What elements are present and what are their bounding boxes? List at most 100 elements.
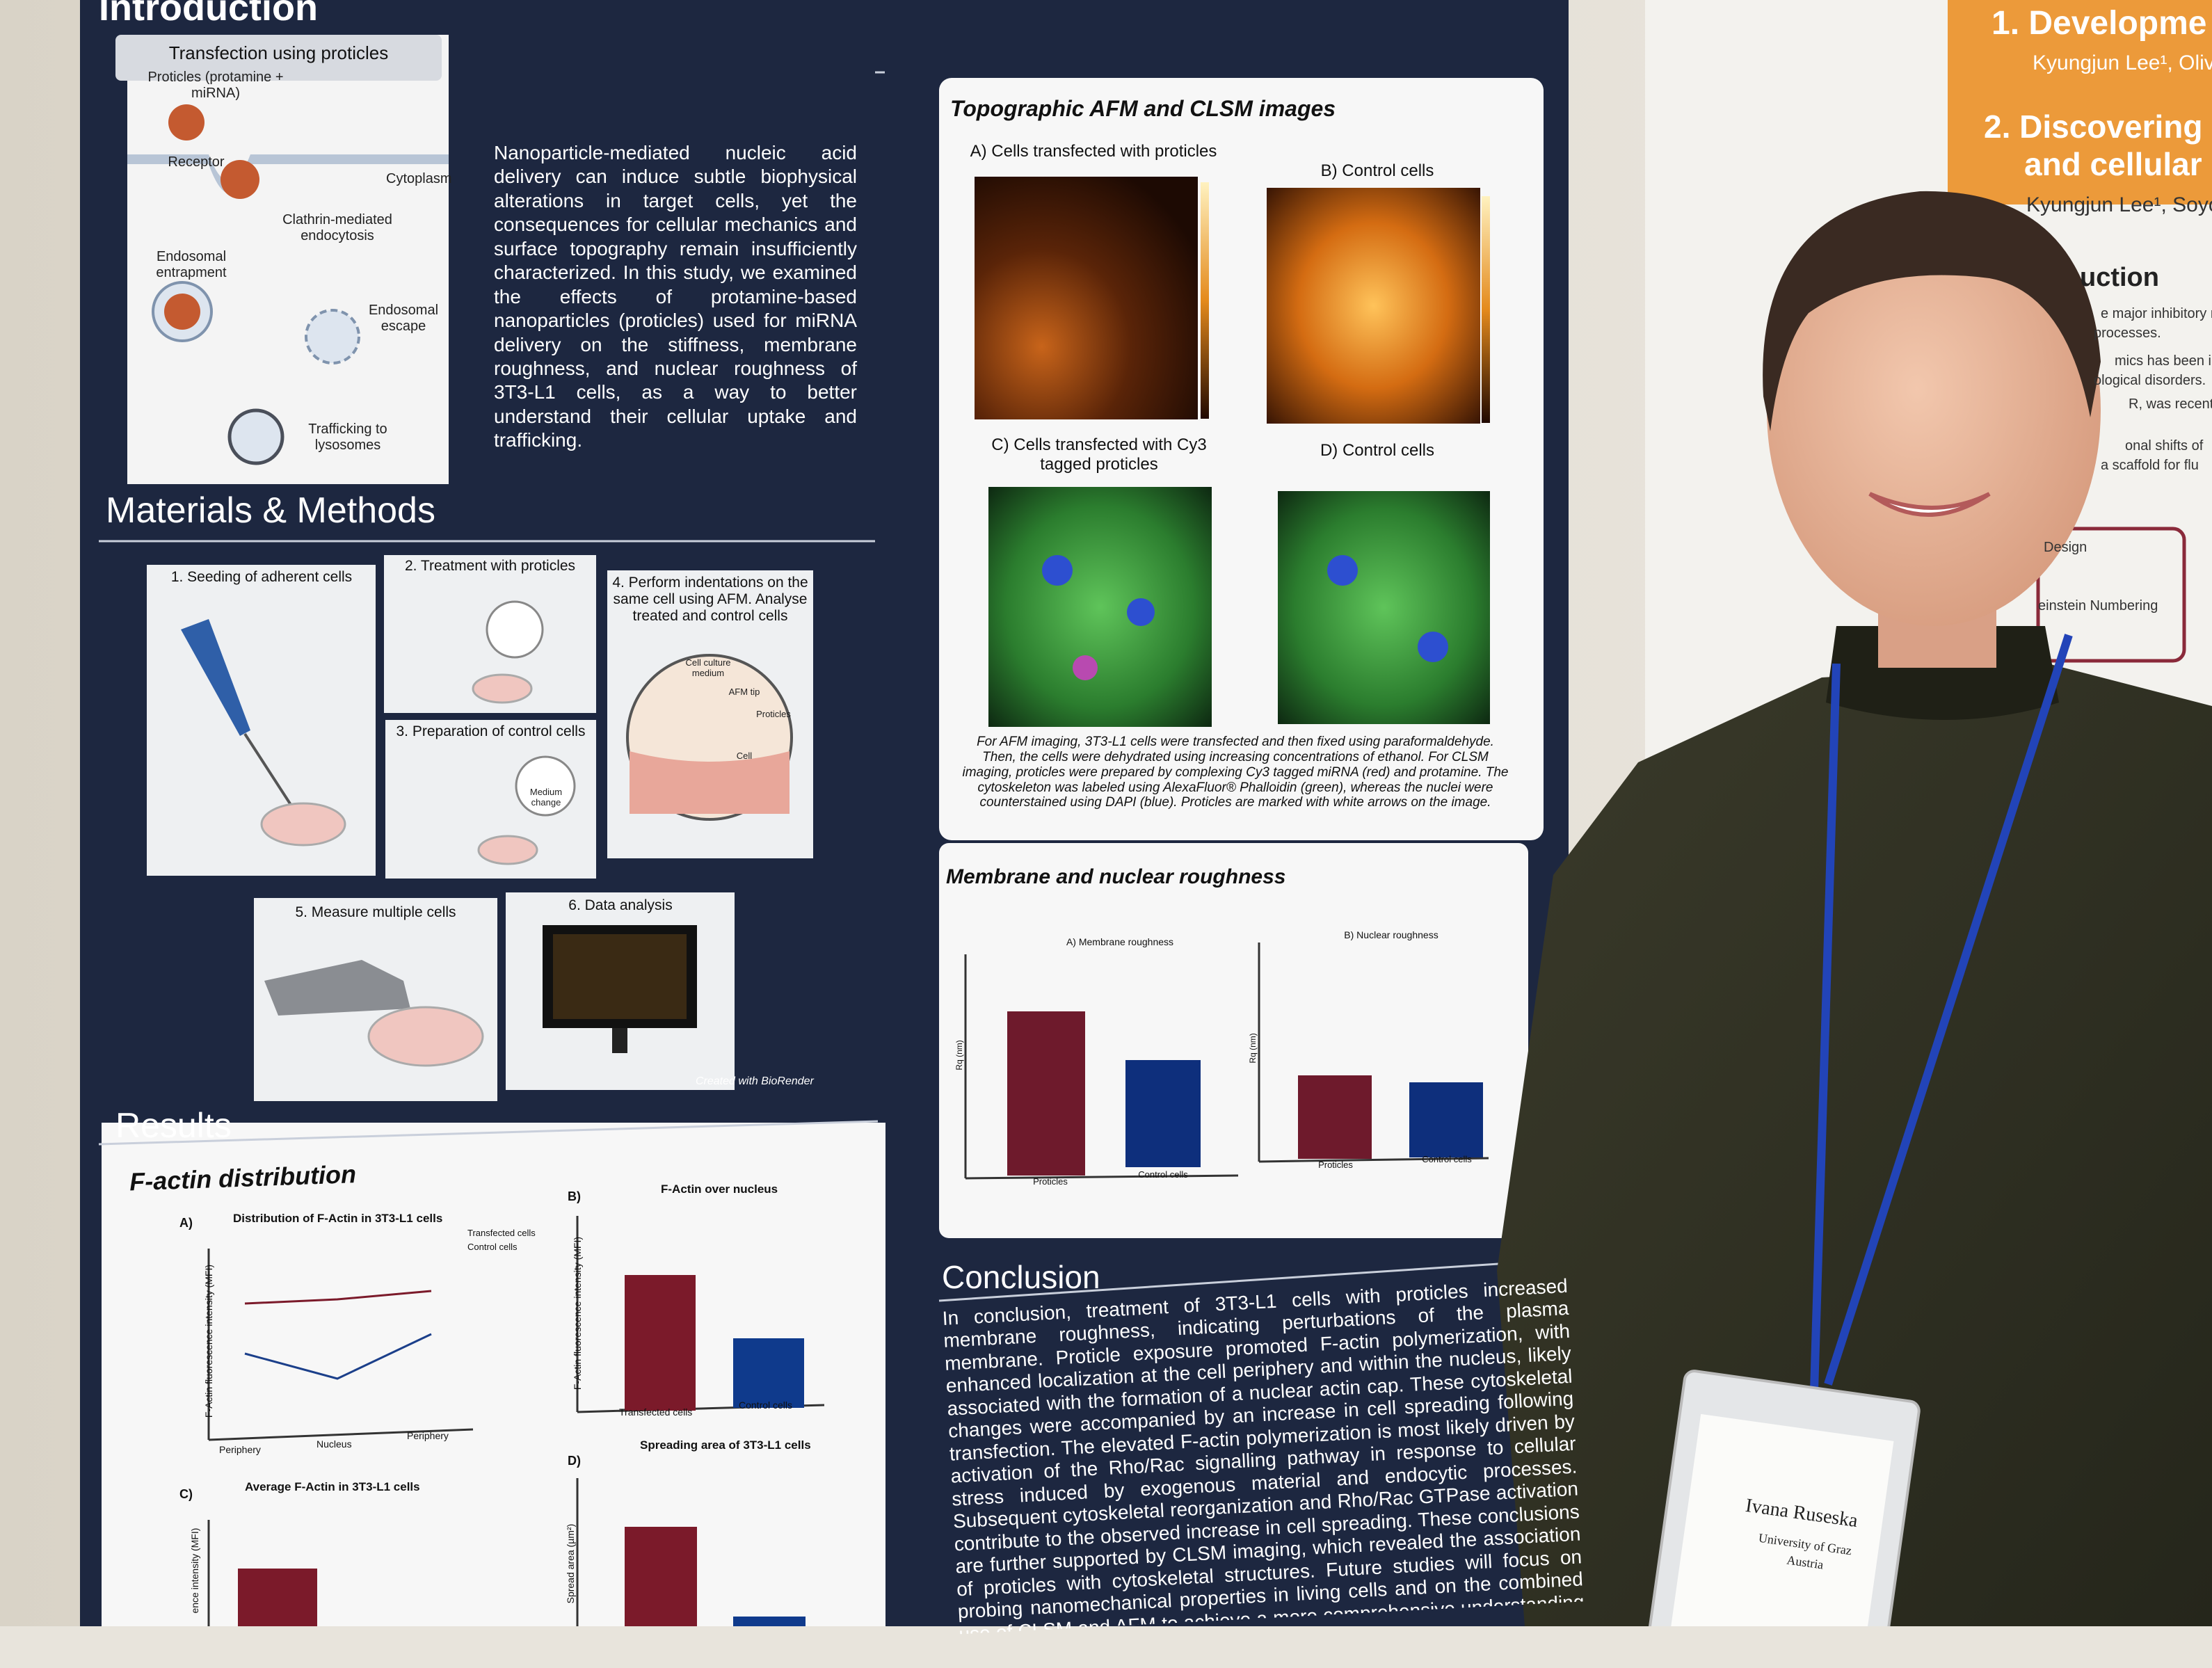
series-line [244,1290,432,1305]
x-tick-label: Periphery [407,1430,449,1441]
bar [1007,1011,1085,1176]
bar [1298,1075,1372,1159]
method-step: 3. Preparation of control cells [396,723,586,739]
axis-label: Rq (nm) [954,1040,965,1070]
nucleus [1418,632,1448,662]
axis-label: Rq (nm) [1248,1033,1258,1064]
axis [1258,1157,1489,1163]
color-scale [1482,196,1490,423]
side-header: 1. Developme [1991,5,2207,42]
afm-image [1267,188,1480,424]
side-text: ological disorders. [2094,373,2206,388]
x-tick-label: Transfected cells [619,1406,693,1418]
chart-title: Spreading area of 3T3-L1 cells [640,1438,811,1452]
chart-letter: B) [568,1189,581,1203]
chart-title: B) Nuclear roughness [1344,929,1438,940]
method-step: 2. Treatment with proticles [404,558,576,574]
figure-title: Transfection using proticles [168,42,389,63]
caption: For AFM imaging, 3T3-L1 cells were trans… [962,735,1509,810]
hair [1763,191,2101,431]
side-header: Kyungjun Lee¹, Olivi [2033,51,2212,74]
x-tick-label: Proticles [1318,1160,1353,1170]
clsm-image [988,487,1212,727]
side-poster-header [1948,0,2212,205]
bar [238,1569,317,1626]
series-line [244,1333,432,1380]
image-label: C) Cells transfected with Cy3 tagged pro… [991,435,1207,474]
color-scale [1201,182,1209,419]
inset-label: Proticles [756,709,791,719]
panel-title: Membrane and nuclear roughness [946,865,1286,888]
axis-label: ence intensity (MFI) [189,1527,200,1614]
section-title: Introduction [99,0,318,29]
x-tick-label: Control cells [1422,1154,1472,1164]
conclusion-text: In conclusion, treatment of 3T3-L1 cells… [942,1274,1584,1635]
afm-head [264,960,410,1016]
chart-title: Distribution of F-Actin in 3T3-L1 cells [233,1212,443,1225]
x-tick-label: Periphery [219,1444,261,1455]
credit: Created with BioRender [696,1075,814,1087]
lysosome [227,408,284,465]
bar [1125,1060,1201,1167]
dish [367,1006,484,1067]
chart-letter: A) [179,1216,193,1230]
inset-label: Cell culture medium [685,657,731,678]
side-header: 2. Discovering [1984,109,2203,145]
figure-label: Clathrin-mediated endocytosis [282,212,392,243]
image-label: D) Control cells [1320,441,1435,460]
side-text: R, was recently [2129,396,2212,412]
dish [477,835,538,865]
x-tick-label: Nucleus [316,1438,352,1450]
method-step: 6. Data analysis [568,897,673,913]
figure-label: Endosomal escape [368,303,439,334]
chart-title: A) Membrane roughness [1066,936,1174,947]
axis-label: F-Actin fluorescence intensity (MFI) [202,1264,214,1418]
dish [260,802,346,847]
axis-label: Spread area (µm²) [564,1523,576,1604]
rule [938,1259,1552,1302]
nucleus [1127,598,1155,626]
section-title: Results [115,1106,232,1145]
pipette [181,619,250,736]
intro-text: Nanoparticle-mediated nucleic acid deliv… [494,142,857,451]
photo [0,0,2212,1626]
side-text: e major inhibitory ne [2101,306,2212,321]
side-section-title: uction [2080,263,2159,292]
side-text: einstein Numbering [2038,598,2158,614]
inset [486,600,544,659]
x-tick-label: Control cells [739,1400,793,1411]
face [1767,195,2101,626]
lanyard [1824,634,2073,1386]
image-label: A) Cells transfected with proticles [970,142,1217,161]
figure-label: Cytoplasm [386,171,452,186]
figure-label: Trafficking to lysosomes [308,422,387,453]
chart-title: F-Actin over nucleus [661,1182,778,1196]
nucleus [1042,555,1073,586]
image-label: B) Control cells [1320,161,1434,180]
side-text: mics has been imp [2115,353,2212,369]
axis [208,1428,474,1441]
badge [1646,1370,1921,1626]
chart-letter: C) [179,1487,193,1501]
badge-card [1669,1413,1894,1626]
smile [1868,492,1991,517]
side-text: onal shifts of [2125,438,2204,454]
method-step: 4. Perform indentations on the same cell… [612,575,808,625]
nucleus [1073,655,1098,680]
axis [965,1174,1239,1180]
lanyard [1810,663,1841,1392]
inset [515,755,576,817]
endosome [305,309,360,364]
method-step: 5. Measure multiple cells [295,904,456,920]
side-header: Kyungjun Lee¹, Soyo [2026,193,2212,216]
proticle [221,160,259,199]
figure-label: Receptor [168,154,225,170]
figure-label: Endosomal entrapment [156,249,227,280]
axis-label: F-Actin fluorescence intensity (MFI) [571,1236,583,1390]
bar [625,1275,696,1411]
side-header: and cellular [2024,146,2202,182]
legend-label: Control cells [467,1242,518,1252]
x-tick-label: Control cells [1138,1169,1188,1180]
proticle [168,104,205,141]
bar [733,1617,806,1626]
